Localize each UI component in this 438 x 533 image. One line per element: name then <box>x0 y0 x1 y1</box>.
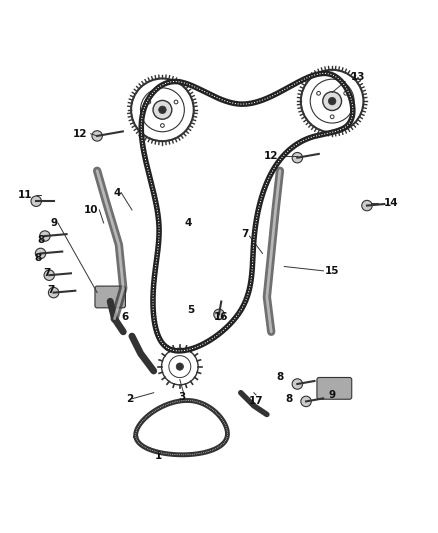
Circle shape <box>44 270 54 280</box>
Circle shape <box>301 396 311 407</box>
Text: 2: 2 <box>126 394 134 404</box>
Circle shape <box>323 92 342 110</box>
Circle shape <box>153 100 172 119</box>
Text: 17: 17 <box>249 397 263 407</box>
Text: 6: 6 <box>122 312 129 321</box>
Text: 8: 8 <box>35 253 42 263</box>
Text: 9: 9 <box>50 218 57 228</box>
Circle shape <box>92 131 102 141</box>
FancyBboxPatch shape <box>317 377 352 399</box>
Circle shape <box>362 200 372 211</box>
Text: 12: 12 <box>264 150 279 160</box>
Circle shape <box>40 231 50 241</box>
FancyBboxPatch shape <box>95 286 125 308</box>
Text: 14: 14 <box>384 198 398 208</box>
Text: 4: 4 <box>185 218 192 228</box>
Circle shape <box>328 98 336 105</box>
Circle shape <box>292 379 303 389</box>
Text: 5: 5 <box>187 305 194 315</box>
Text: 15: 15 <box>325 266 339 276</box>
Circle shape <box>159 106 166 114</box>
Text: 7: 7 <box>43 268 51 278</box>
Text: 1: 1 <box>155 451 162 461</box>
Text: 11: 11 <box>18 190 32 200</box>
Text: 8: 8 <box>276 373 283 383</box>
Text: 8: 8 <box>285 394 292 404</box>
Text: 7: 7 <box>47 286 54 295</box>
Circle shape <box>214 309 224 320</box>
Circle shape <box>48 287 59 298</box>
Circle shape <box>292 152 303 163</box>
Text: 12: 12 <box>72 129 87 139</box>
Text: 13: 13 <box>351 72 366 82</box>
Text: 4: 4 <box>113 188 120 198</box>
Text: 3: 3 <box>178 392 186 402</box>
Text: 16: 16 <box>214 312 229 321</box>
Text: 8: 8 <box>37 236 44 245</box>
Text: 10: 10 <box>83 205 98 215</box>
Circle shape <box>35 248 46 259</box>
Circle shape <box>176 363 184 370</box>
Circle shape <box>31 196 42 206</box>
Text: 7: 7 <box>241 229 249 239</box>
Text: 9: 9 <box>328 390 336 400</box>
